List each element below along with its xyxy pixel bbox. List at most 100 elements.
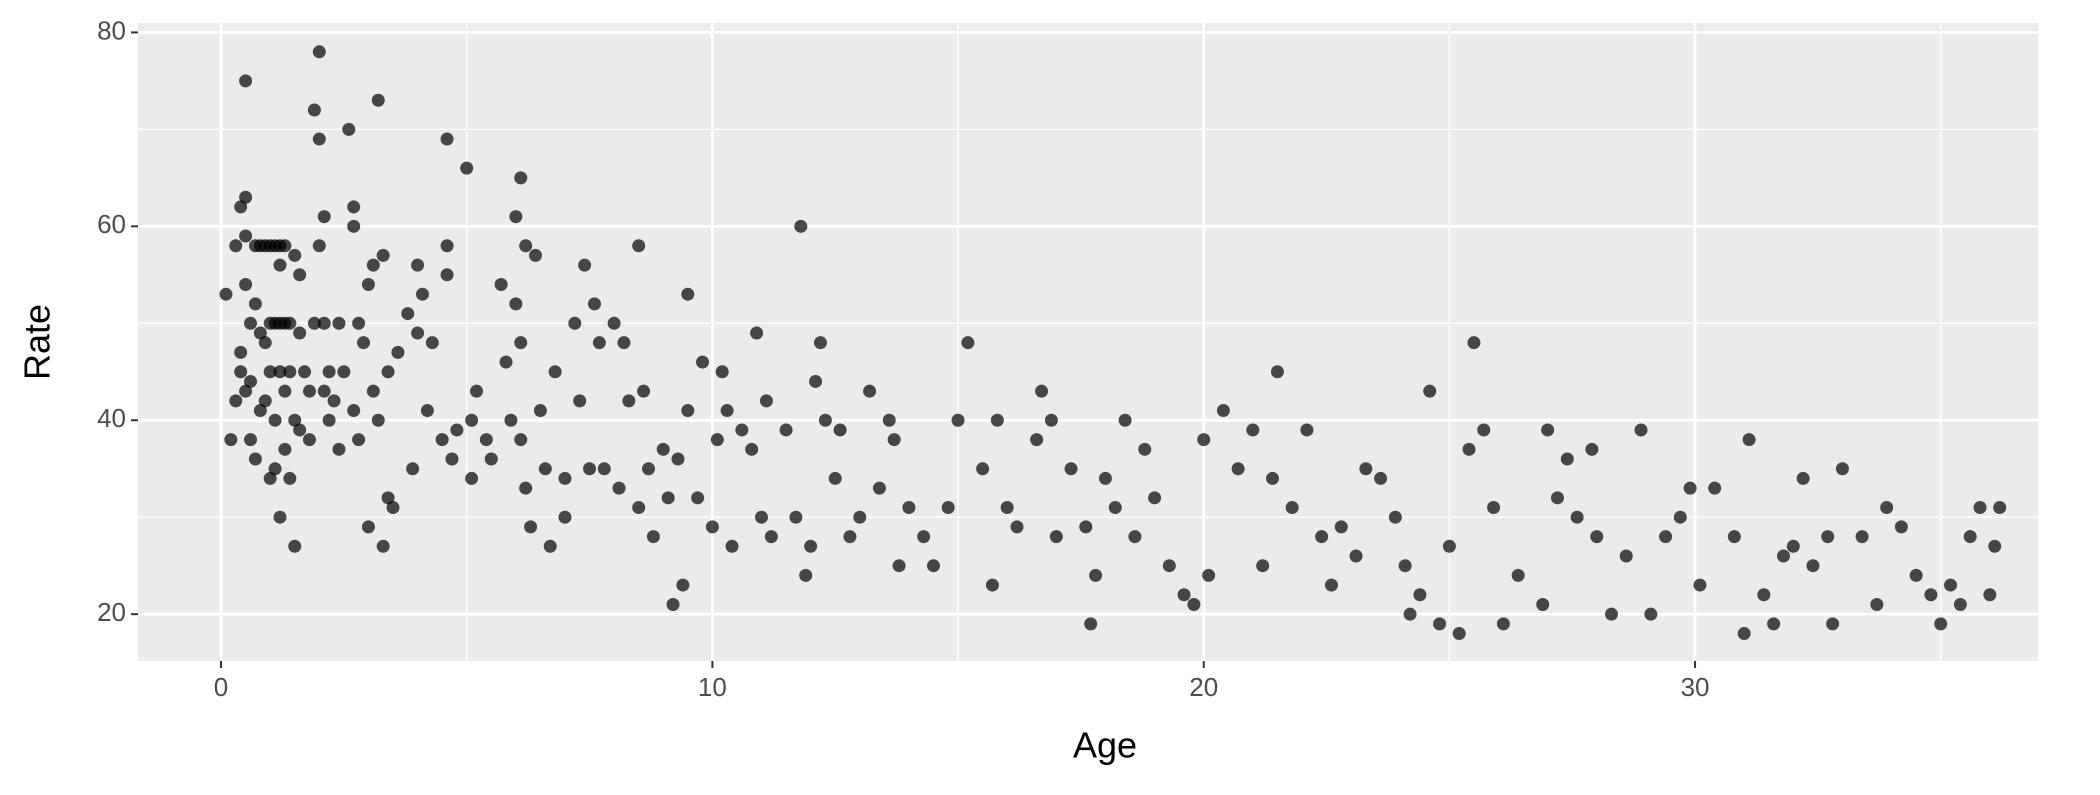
point (941, 501, 955, 515)
point (440, 268, 454, 282)
point (1128, 530, 1142, 544)
point (976, 462, 990, 476)
point (268, 462, 282, 476)
point (735, 423, 749, 437)
point (293, 326, 307, 340)
point (538, 462, 552, 476)
point (1619, 549, 1633, 563)
point (1835, 462, 1849, 476)
point (1880, 501, 1894, 515)
point (420, 404, 434, 418)
point (828, 471, 842, 485)
point (239, 229, 253, 243)
point (809, 374, 823, 388)
point (1162, 559, 1176, 573)
point (666, 597, 680, 611)
point (352, 316, 366, 330)
point (460, 161, 474, 175)
point (646, 530, 660, 544)
point (1216, 404, 1230, 418)
point (288, 539, 302, 553)
point (248, 297, 262, 311)
point (1064, 462, 1078, 476)
point (1049, 530, 1063, 544)
point (450, 423, 464, 437)
point (1413, 588, 1427, 602)
point (1776, 549, 1790, 563)
point (1487, 501, 1501, 515)
point (1693, 578, 1707, 592)
point (1349, 549, 1363, 563)
point (1634, 423, 1648, 437)
point (371, 93, 385, 107)
point (322, 365, 336, 379)
point (244, 374, 258, 388)
point (519, 239, 533, 253)
point (990, 413, 1004, 427)
point (332, 316, 346, 330)
point (312, 239, 326, 253)
x-tick-label: 20 (1189, 672, 1218, 702)
point (283, 316, 297, 330)
point (1202, 568, 1216, 582)
point (1757, 588, 1771, 602)
point (543, 539, 557, 553)
point (1098, 471, 1112, 485)
point (578, 258, 592, 272)
point (1944, 578, 1958, 592)
point (445, 452, 459, 466)
point (376, 248, 390, 262)
point (632, 239, 646, 253)
point (863, 384, 877, 398)
point (1477, 423, 1491, 437)
point (759, 394, 773, 408)
point (1924, 588, 1938, 602)
point (592, 336, 606, 350)
point (1821, 530, 1835, 544)
point (244, 316, 258, 330)
point (258, 394, 272, 408)
point (1403, 607, 1417, 621)
point (361, 278, 375, 292)
point (1585, 442, 1599, 456)
point (1727, 530, 1741, 544)
point (229, 239, 243, 253)
point (288, 413, 302, 427)
point (818, 413, 832, 427)
point (710, 433, 724, 447)
point (283, 365, 297, 379)
point (425, 336, 439, 350)
point (268, 413, 282, 427)
point (1187, 597, 1201, 611)
point (725, 539, 739, 553)
point (317, 316, 331, 330)
point (327, 394, 341, 408)
point (750, 326, 764, 340)
point (307, 103, 321, 117)
point (1796, 471, 1810, 485)
point (882, 413, 896, 427)
point (1030, 433, 1044, 447)
point (1089, 568, 1103, 582)
point (902, 501, 916, 515)
point (411, 326, 425, 340)
point (887, 433, 901, 447)
point (293, 423, 307, 437)
point (1993, 501, 2007, 515)
point (371, 413, 385, 427)
point (1231, 462, 1245, 476)
point (229, 394, 243, 408)
point (1550, 491, 1564, 505)
point (661, 491, 675, 505)
point (1673, 510, 1687, 524)
point (411, 258, 425, 272)
point (258, 336, 272, 350)
x-tick-label: 10 (698, 672, 727, 702)
point (676, 578, 690, 592)
point (617, 336, 631, 350)
point (1467, 336, 1481, 350)
point (612, 481, 626, 495)
point (288, 248, 302, 262)
point (509, 210, 523, 224)
point (587, 297, 601, 311)
